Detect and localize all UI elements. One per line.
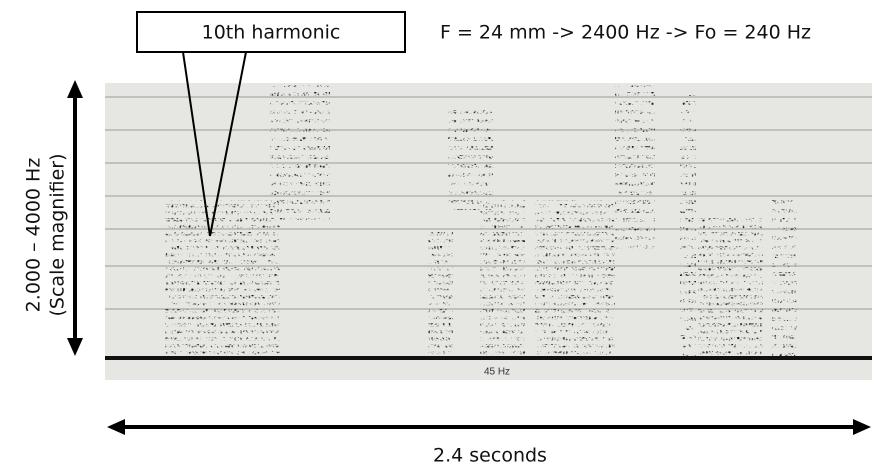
y-arrow (67, 80, 83, 356)
baseline-label: 45 Hz (484, 367, 510, 378)
y-axis-label: 2.000 – 4000 Hz (23, 158, 45, 313)
spectrogram: 45 Hz (105, 83, 872, 380)
x-arrow (107, 419, 871, 435)
formants (165, 85, 797, 360)
callout-label: 10th harmonic (202, 22, 341, 44)
callout: 10th harmonic (136, 11, 406, 237)
formula: F = 24 mm -> 2400 Hz -> Fo = 240 Hz (440, 22, 811, 44)
baseline (105, 356, 872, 360)
callout-box (136, 11, 406, 53)
x-axis-label: 2.4 seconds (433, 445, 547, 465)
y-axis-label: (Scale magnifier) (47, 154, 69, 317)
